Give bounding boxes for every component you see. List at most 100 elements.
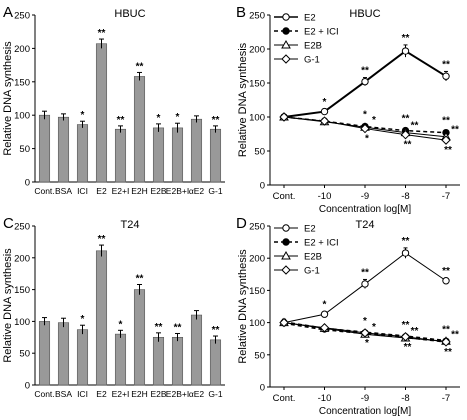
legend-marker [282,238,290,246]
y-tick-label: 100 [249,113,265,124]
significance-mark: ** [212,325,220,336]
bar [171,336,184,386]
x-tick-label: -7 [442,191,450,202]
bar [38,114,51,183]
significance-mark: * [157,113,161,124]
legend-marker [281,265,291,275]
legend-label: E2 + ICI [304,238,339,249]
y-tick-label: 200 [14,44,30,55]
significance-mark: ** [174,322,182,333]
y-tick-label: 200 [14,253,30,264]
bar [114,128,127,183]
significance-mark: ** [404,342,412,353]
x-tick-label: BSA [55,186,72,196]
significance-mark: ** [402,33,410,44]
significance-mark: ** [212,115,220,126]
significance-mark: ** [444,145,452,156]
x-tick-label: Cont. [34,186,54,196]
x-tick-label: E2 [96,186,107,196]
significance-mark: ** [402,320,410,331]
bar [171,127,184,183]
data-point [441,135,451,145]
legend-label: E2B [304,41,322,52]
x-tick-label: E2 [96,389,107,399]
legend-label: E2B [304,252,322,263]
significance-mark: * [372,322,376,333]
bar [114,333,127,386]
x-tick-label: E2H [131,186,148,196]
y-tick-label: 200 [249,254,265,265]
x-tick-label: E2B+I [166,186,189,196]
x-tick-label: -10 [318,191,332,202]
data-point [320,107,329,116]
bar [57,116,70,183]
y-tick-label: 250 [249,11,265,22]
panel-title: HBUC [114,8,145,20]
y-tick-label: 100 [14,317,30,328]
y-tick-label: 250 [14,11,30,22]
bar [76,124,89,183]
panel-c: C T24 0 50 100 150 200 250 Relative DNA synthesi… [2,215,225,399]
bar [95,43,108,183]
y-tick-label: 50 [254,147,265,158]
x-tick-label: -8 [401,393,409,404]
series-line [283,116,447,134]
legend: E2 E2 + ICI E2B G-1 [274,224,339,277]
y-tick-label: 250 [249,222,265,233]
significance-mark: * [363,110,367,121]
data-point [441,337,451,347]
y-tick-label: 150 [249,286,265,297]
significance-mark: ** [451,329,459,340]
bar [152,336,165,386]
legend-marker [282,27,290,35]
legend-label: G-1 [304,266,320,277]
legend-marker [282,13,290,21]
legend: E2 E2 + ICI E2B G-1 [274,13,339,66]
significance-mark: ** [98,234,106,245]
significance-mark: ** [411,326,419,337]
bar [190,118,203,183]
data-point [361,77,369,86]
data-point [442,72,450,80]
significance-mark: ** [442,324,450,335]
significance-mark: ** [136,274,144,285]
legend-label: E2 + ICI [304,27,339,38]
y-tick-label: 150 [14,285,30,296]
bar [38,321,51,386]
significance-mark: ** [402,236,410,247]
data-point [319,116,330,126]
y-tick-label: 150 [249,79,265,90]
x-tick-label: BSA [55,389,72,399]
x-tick-label: -7 [442,393,450,404]
x-tick-label: Cont. [273,393,296,404]
panel-letter: A [3,4,13,21]
y-axis-label: Relative DNA synthesis [2,41,14,156]
x-tick-label: E2+I [112,186,130,196]
significance-mark: * [176,112,180,123]
legend-label: G-1 [304,55,320,66]
data-point [400,129,411,140]
data-point [320,310,329,318]
significance-mark: ** [451,125,459,136]
x-tick-label: -8 [401,191,409,202]
y-tick-label: 0 [260,181,265,192]
significance-mark: ** [402,114,410,125]
legend-marker [282,224,290,232]
x-tick-label: E2+I [112,389,130,399]
y-tick-label: 50 [19,349,30,360]
significance-mark: * [323,97,327,108]
data-point [360,328,370,338]
x-tick-label: Cont. [34,389,54,399]
panel-letter: B [236,4,246,21]
bar [209,339,222,386]
significance-mark: ** [442,266,450,277]
significance-mark: ** [117,115,125,126]
panel-letter: D [236,215,247,232]
x-tick-label: ICI [77,389,88,399]
bar [152,127,165,183]
bar [57,322,70,386]
y-tick-label: 100 [14,111,30,122]
y-tick-label: 100 [249,318,265,329]
data-point [319,323,330,333]
y-tick-label: 200 [249,45,265,56]
